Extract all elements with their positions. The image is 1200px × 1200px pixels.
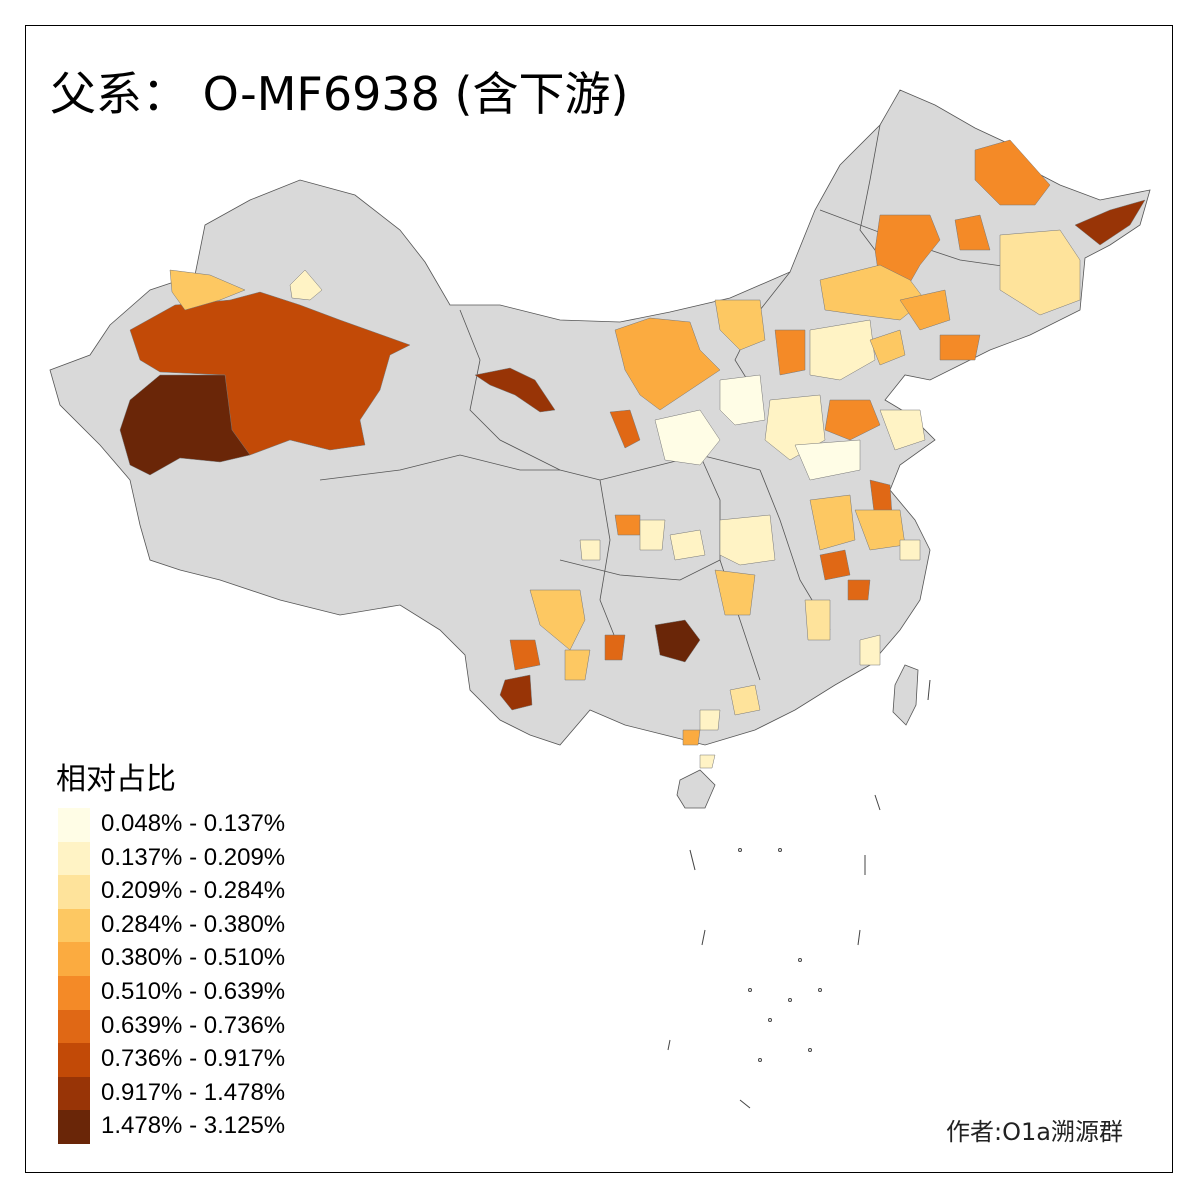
legend-label: 0.380% - 0.510% [101, 944, 286, 972]
legend-swatch [58, 942, 90, 976]
region-inner-mongolia [614, 317, 721, 411]
region-heilongjiang-1 [974, 139, 1051, 206]
region-liaoning-2 [899, 289, 951, 331]
region-dalian [939, 334, 981, 361]
map-base [49, 89, 1151, 809]
region-shanxi [774, 329, 806, 376]
region-hainan-tip [699, 754, 716, 769]
region-guangxi [729, 684, 761, 716]
region-yunnan-4 [499, 674, 533, 711]
region-henan-2 [794, 439, 861, 481]
legend-swatch [58, 1110, 90, 1144]
region-hubei-2 [714, 569, 756, 616]
region-hubei [719, 514, 776, 566]
region-gansu-1 [474, 367, 556, 413]
legend-swatch [58, 975, 90, 1010]
legend-swatch [58, 1009, 90, 1044]
legend-swatch [58, 908, 90, 943]
region-yunnan-1 [529, 589, 586, 651]
region-nxj-2 [289, 269, 323, 301]
region-kashgar [119, 374, 251, 476]
region-guizhou-2 [604, 634, 626, 661]
region-yunnan-3 [509, 639, 541, 671]
legend-label: 0.510% - 0.639% [101, 977, 286, 1005]
region-sichuan-1 [614, 514, 641, 536]
legend-title: 相对占比 [56, 762, 176, 797]
map-title: 父系： O-MF6938 (含下游) [50, 67, 629, 121]
legend-swatch [58, 1076, 90, 1111]
mainland-china [49, 89, 1151, 746]
legend-label: 0.736% - 0.917% [101, 1045, 286, 1073]
hainan-island [676, 769, 716, 809]
legend-label: 0.284% - 0.380% [101, 910, 286, 938]
region-hebei [809, 319, 876, 381]
author-credit: 作者:O1a溯源群 [946, 1118, 1123, 1146]
legend-swatch [58, 1043, 90, 1077]
region-gansu-2 [609, 409, 641, 449]
region-guangdong-2 [699, 709, 721, 731]
region-fujian [859, 634, 881, 666]
legend-label: 0.209% - 0.284% [101, 877, 286, 905]
region-heilongjiang-2 [1074, 199, 1146, 246]
legend-label: 0.917% - 1.478% [101, 1078, 286, 1106]
region-jilin-1 [954, 214, 991, 251]
legend-label: 1.478% - 3.125% [101, 1112, 286, 1140]
region-shandong-2 [879, 409, 926, 451]
region-yunnan-2 [564, 649, 591, 681]
region-jiangxi-2 [847, 579, 871, 601]
region-jilin-2 [999, 229, 1081, 316]
legend-swatch [58, 808, 90, 842]
region-sichuan-3 [579, 539, 601, 561]
region-anhui [809, 494, 856, 551]
offshore-islands [667, 679, 931, 1109]
region-hunan [804, 599, 831, 641]
region-chongqing [669, 529, 706, 561]
legend-swatch [58, 841, 90, 876]
region-hebei-2 [714, 299, 766, 351]
region-sichuan-2 [639, 519, 666, 551]
taiwan-island [892, 664, 919, 726]
region-nxj-1 [169, 269, 246, 311]
legend-label: 0.639% - 0.736% [101, 1011, 286, 1039]
region-guizhou [654, 619, 701, 663]
data-regions [119, 139, 1146, 769]
region-guangdong [682, 729, 701, 746]
region-shandong [824, 399, 881, 441]
region-shanxi-2 [719, 374, 766, 426]
map-frame [25, 25, 1173, 1173]
legend-label: 0.048% - 0.137% [101, 810, 286, 837]
region-beijing [869, 329, 906, 366]
region-shaanxi [654, 409, 721, 466]
legend-swatch [58, 875, 90, 909]
legend-label: 0.137% - 0.209% [101, 843, 286, 871]
region-shanghai [899, 539, 921, 561]
region-jiangxi [819, 549, 851, 581]
